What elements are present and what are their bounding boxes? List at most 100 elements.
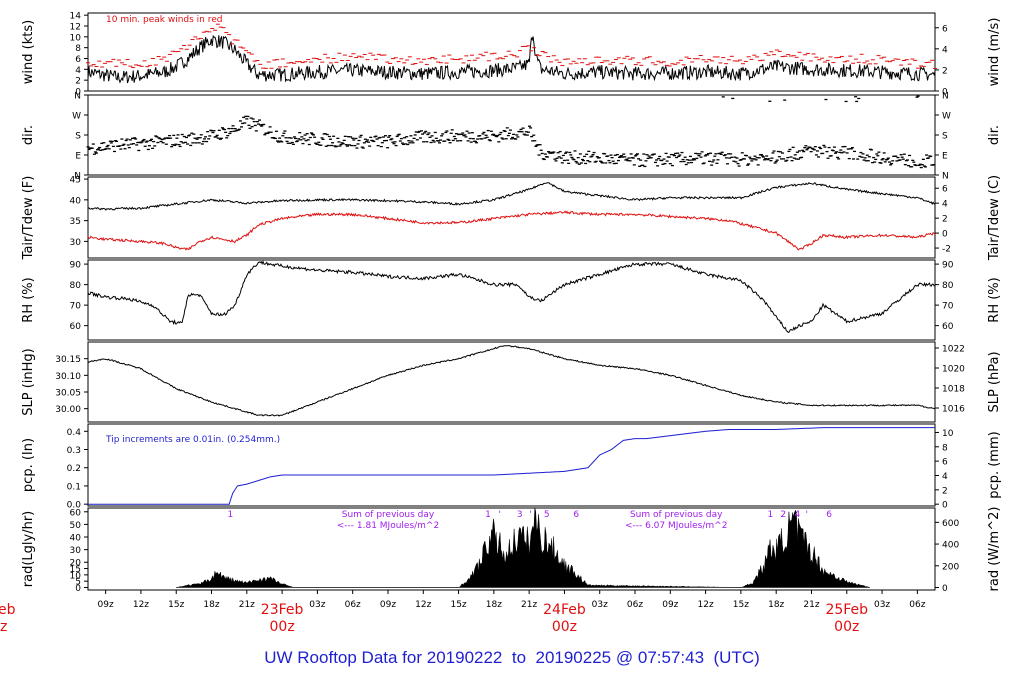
left-axis-label-dir: dir. [21,125,36,145]
right-tick-label-dir: N [942,92,949,102]
right-tick-label-wind: 2 [942,66,948,76]
left-tick-label-slp: 30.15 [55,355,81,365]
caption-to: to [511,648,527,667]
left-tick-label-rad: 20 [70,559,82,569]
left-tick-label-wind: 0 [75,88,81,98]
series-line-tdew [87,210,936,251]
left-tick-label-rh: 90 [70,261,82,271]
left-tick-label-rad: 30 [70,546,82,556]
right-tick-label-pcp: 10 [942,429,954,439]
left-tick-label-dir: N [74,172,81,182]
x-tick-label: 15z [168,600,184,610]
x-date-hour-label: 00z [834,619,859,635]
x-date-label-edge: eb [0,602,16,618]
right-axis-label-dir: dir. [987,125,1002,145]
rad-marker: 1 [227,510,233,520]
right-tick-label-pcp: 6 [942,458,948,468]
series-line-pcp [88,427,935,505]
right-tick-label-rad: 0 [942,584,948,594]
rad-annotation: <--- 1.81 MJoules/m^2 [337,521,439,531]
right-tick-label-slp: 1022 [942,345,965,355]
x-tick-label: 03z [309,600,325,610]
rad-series-area [176,507,871,588]
panel-frame-rh [87,259,936,341]
chart-caption: UW Rooftop Data for 20190222 to 20190225… [0,648,1024,668]
x-tick-label: 12z [133,600,149,610]
right-tick-label-pcp: 2 [942,486,948,496]
left-tick-label-pcp: 0.2 [67,464,81,474]
right-axis-label-wind: wind (m/s) [987,18,1002,87]
right-tick-label-temp: 2 [942,215,948,225]
x-tick-label: 03z [592,600,608,610]
right-tick-label-rad: 600 [942,519,959,529]
series-line-wind [87,34,936,84]
right-tick-label-rh: 80 [942,281,954,291]
left-tick-label-pcp: 0.4 [67,428,82,438]
left-tick-label-dir: W [72,112,81,122]
left-tick-label-rad: 50 [70,521,82,531]
right-tick-label-dir: E [942,152,948,162]
left-tick-label-rad: 10 [70,571,82,581]
left-tick-label-rad: 60 [70,508,82,518]
x-tick-label: 21z [521,600,537,610]
left-tick-label-wind: 6 [75,55,81,65]
caption-at: @ [615,648,634,667]
x-tick-label: 09z [98,600,114,610]
left-tick-label-pcp: 0.3 [67,446,81,456]
left-axis-label-pcp: pcp. (In) [21,438,36,492]
x-tick-label: 03z [874,600,890,610]
caption-start-date: 20190222 [426,648,503,667]
left-tick-label-rad: 5 [75,578,81,588]
left-tick-label-dir: E [75,152,81,162]
x-tick-label: 21z [803,600,819,610]
right-axis-label-pcp: pcp. (mm) [987,431,1002,498]
rad-marker: 4 [794,510,800,520]
rad-marker: 5 [544,510,550,520]
right-tick-label-rh: 90 [942,261,954,271]
x-date-label: 23Feb [261,602,304,618]
left-tick-label-rh: 60 [70,322,82,332]
left-tick-label-wind: 8 [75,44,81,54]
left-tick-label-slp: 30.10 [55,372,81,382]
right-tick-label-temp: 4 [942,200,948,210]
x-tick-label: 15z [733,600,749,610]
right-tick-label-wind: 4 [942,45,948,55]
right-tick-label-pcp: 8 [942,443,948,453]
panel-note-pcp: Tip increments are 0.01in. (0.254mm.) [105,435,280,445]
panel-frame-pcp [87,423,936,507]
right-tick-label-rad: 400 [942,541,959,551]
panel-frame-rad [87,507,936,591]
caption-time: 07:57:43 [637,648,705,667]
left-tick-label-slp: 30.00 [55,405,81,415]
x-tick-label: 09z [380,600,396,610]
caption-end-date: 20190225 [535,648,612,667]
right-tick-label-rad: 200 [942,562,959,572]
x-tick-label: 18z [486,600,502,610]
left-axis-label-wind: wind (kts) [21,20,36,84]
series-line-rh [87,260,935,333]
right-tick-label-dir: S [942,132,948,142]
panel-frame-dir [87,94,936,176]
rad-marker: 3 [517,510,523,520]
rad-annotation: Sum of previous day [342,510,435,520]
right-tick-label-pcp: 0 [942,501,948,511]
left-tick-label-pcp: 0.1 [67,482,81,492]
right-tick-label-slp: 1020 [942,365,965,375]
x-date-label: 25Feb [825,602,868,618]
rad-annotation: Sum of previous day [630,510,723,520]
panel-frame-slp [87,341,936,423]
left-axis-label-rh: RH (%) [21,277,36,322]
left-axis-label-rad: rad(Lgly/hr) [21,511,36,587]
rad-marker: ' [529,510,531,520]
left-axis-label-temp: Tair/Tdew (F) [21,176,36,261]
x-tick-label: 18z [203,600,219,610]
rad-marker: 2 [780,510,786,520]
right-tick-label-dir: N [942,172,949,182]
x-tick-label: 06z [627,600,643,610]
rad-marker: ' [806,510,808,520]
right-tick-label-temp: -2 [942,245,951,255]
right-tick-label-pcp: 4 [942,472,948,482]
rad-marker: 1 [485,510,491,520]
caption-prefix: UW Rooftop Data for [264,648,423,667]
right-tick-label-slp: 1018 [942,385,965,395]
